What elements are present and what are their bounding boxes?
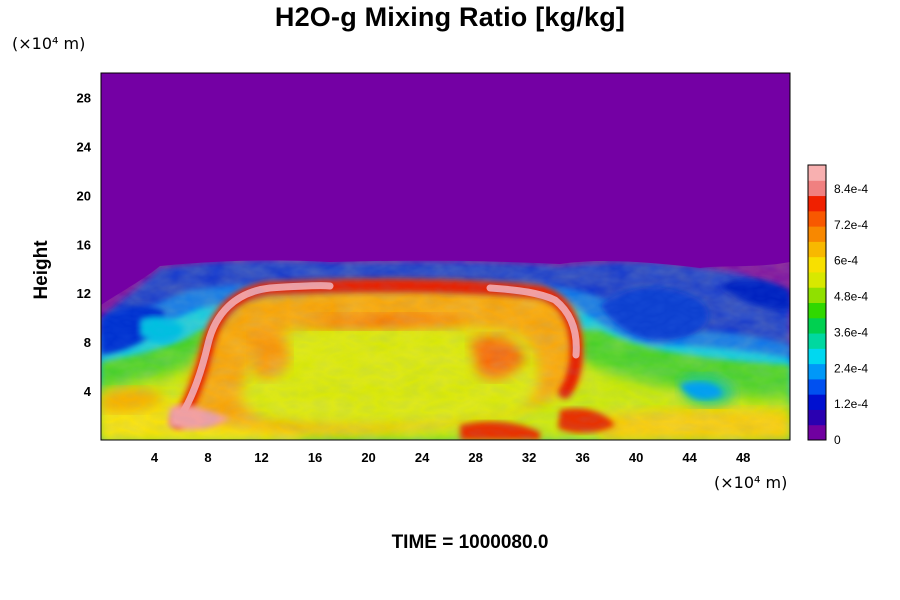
x-tick-label: 48 xyxy=(736,450,750,465)
field-heatmap xyxy=(101,73,790,440)
colorbar-segment xyxy=(808,394,826,410)
colorbar-tick-label: 7.2e-4 xyxy=(834,218,868,232)
colorbar-segment xyxy=(808,333,826,349)
colorbar-segment xyxy=(808,317,826,334)
colorbar-segment xyxy=(808,363,826,380)
colorbar-ticks: 0 1.2e-4 2.4e-4 3.6e-4 4.8e-4 6e-4 7.2e-4 8.4e-… xyxy=(834,182,868,447)
x-tick-label: 8 xyxy=(204,450,211,465)
x-tick-label: 28 xyxy=(468,450,482,465)
colorbar-segment xyxy=(808,195,826,212)
x-tick-label: 20 xyxy=(361,450,375,465)
colorbar-segment xyxy=(808,210,826,227)
x-tick-label: 12 xyxy=(254,450,268,465)
chart-title: H2O-g Mixing Ratio [kg/kg] xyxy=(274,2,626,32)
colorbar-segment xyxy=(808,287,826,303)
colorbar-segment xyxy=(808,256,826,273)
colorbar-segment xyxy=(808,226,826,242)
colorbar-tick-label: 3.6e-4 xyxy=(834,325,868,339)
colorbar-segment xyxy=(808,302,826,319)
plot-frame xyxy=(100,72,791,441)
y-tick-label: 12 xyxy=(77,286,91,301)
x-tick-label: 4 xyxy=(151,450,159,465)
colorbar-tick-label: 0 xyxy=(834,433,841,447)
time-label: TIME = 1000080.0 xyxy=(391,532,549,553)
y-tick-label: 20 xyxy=(77,188,91,203)
colorbar-segment xyxy=(808,424,826,441)
x-tick-label: 32 xyxy=(522,450,536,465)
colorbar-tick-label: 6e-4 xyxy=(834,254,858,268)
x-axis-unit: (×10⁴ m) xyxy=(714,473,788,492)
colorbar-segment xyxy=(808,241,826,258)
colorbar-tick-label: 4.8e-4 xyxy=(834,290,868,304)
y-axis-unit: (×10⁴ m) xyxy=(12,34,86,53)
colorbar-segment xyxy=(808,165,826,181)
colorbar-segment xyxy=(808,409,826,426)
y-axis-ticks: 4 8 12 16 20 24 28 xyxy=(77,90,92,399)
colorbar-tick-label: 8.4e-4 xyxy=(834,182,868,196)
colorbar xyxy=(807,164,827,441)
y-tick-label: 8 xyxy=(84,335,91,350)
colorbar-segment xyxy=(808,348,826,365)
y-tick-label: 16 xyxy=(77,237,91,252)
x-axis-ticks: 4 8 12 16 20 24 28 32 36 40 44 48 xyxy=(151,450,751,465)
x-tick-label: 36 xyxy=(575,450,589,465)
colorbar-segment xyxy=(808,378,826,395)
x-tick-label: 44 xyxy=(682,450,697,465)
x-tick-label: 40 xyxy=(629,450,643,465)
colorbar-frame xyxy=(807,164,827,441)
y-tick-label: 28 xyxy=(77,90,91,105)
colorbar-segment xyxy=(808,180,826,197)
colorbar-segment xyxy=(808,271,826,288)
colorbar-tick-label: 1.2e-4 xyxy=(834,397,868,411)
x-tick-label: 16 xyxy=(308,450,322,465)
x-tick-label: 24 xyxy=(415,450,430,465)
y-tick-label: 4 xyxy=(84,384,92,399)
colorbar-tick-label: 2.4e-4 xyxy=(834,361,868,375)
y-tick-label: 24 xyxy=(77,139,92,154)
